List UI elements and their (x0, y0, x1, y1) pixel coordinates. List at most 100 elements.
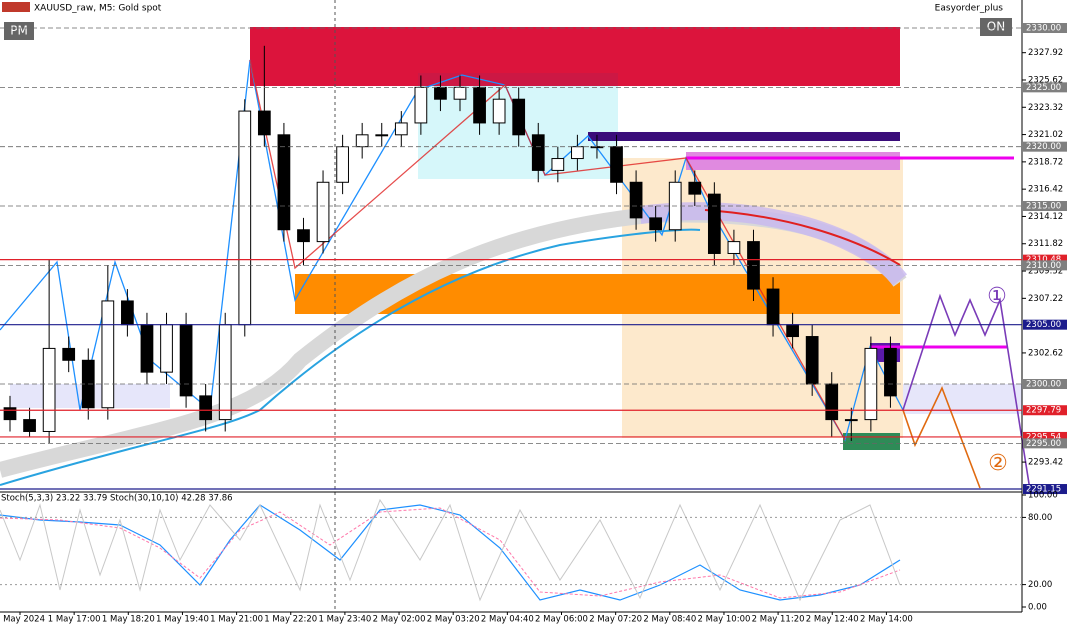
candle-body (62, 347, 76, 361)
flag-icon (2, 2, 30, 12)
candle-body (805, 336, 819, 385)
stoch-tick-label: 20.00 (1028, 580, 1052, 590)
level-label: 2320.00 (1026, 142, 1061, 152)
on-button[interactable] (980, 18, 1012, 36)
projection (902, 385, 981, 489)
candle-body (218, 324, 232, 421)
level-label: 2297.79 (1026, 406, 1061, 416)
price-tick-label: 2318.72 (1028, 157, 1063, 167)
time-label: 2 May 02:00 (373, 615, 426, 625)
candle-body (336, 146, 349, 183)
stoch-tick-label: 0.00 (1028, 603, 1047, 613)
candle-body (844, 419, 858, 422)
time-label: 1 May 19:40 (156, 615, 209, 625)
candle-body (434, 86, 447, 100)
level-tag (1023, 254, 1067, 265)
price-tick-label: 2314.12 (1028, 212, 1063, 222)
price-tick-label: 2316.42 (1028, 185, 1063, 195)
price-tick-label: 2307.22 (1028, 294, 1063, 304)
stoch-fast (0, 498, 901, 602)
on-label[interactable]: ON (987, 20, 1005, 34)
time-label: 1 May 2024 (0, 615, 45, 625)
price-tick-label: 2293.42 (1028, 458, 1063, 468)
level-label: 2295.54 (1026, 432, 1061, 442)
level-label: 2330.00 (1026, 24, 1061, 34)
price-tick-label: 2327.92 (1028, 48, 1063, 58)
ma-line (704, 209, 901, 266)
candle-body (238, 110, 252, 326)
candle-body (257, 110, 271, 136)
time-label: 2 May 11:20 (752, 615, 805, 625)
level-tag (1023, 484, 1067, 495)
candle-body (825, 383, 839, 421)
candle-body (394, 122, 408, 136)
candle-body (707, 193, 721, 254)
time-label: 2 May 14:00 (860, 615, 913, 625)
candle-body (453, 86, 467, 100)
stoch-main (0, 504, 901, 601)
pm-button[interactable] (4, 22, 34, 40)
level-bar (686, 152, 900, 170)
price-tick-label: 2302.62 (1028, 348, 1063, 358)
level-tag (1023, 405, 1067, 416)
candle-body (688, 181, 702, 195)
price-tick-label: 2323.32 (1028, 103, 1063, 113)
time-label: 2 May 07:20 (589, 615, 642, 625)
marker-two: ② (988, 451, 1008, 476)
candle-body (571, 146, 584, 160)
projection (902, 293, 1031, 491)
stoch-tick-label: 80.00 (1028, 513, 1052, 523)
price-tick-label: 2321.02 (1028, 130, 1063, 140)
candle-body (629, 181, 643, 219)
candle-body (531, 134, 545, 171)
time-label: 1 May 23:40 (318, 615, 371, 625)
level-tag (1023, 141, 1067, 152)
candle-body (414, 86, 428, 124)
candle-body (766, 288, 780, 326)
candle-body (492, 98, 506, 124)
candle-body (512, 98, 526, 136)
candle-body (297, 229, 310, 243)
price-tick-label: 2325.62 (1028, 75, 1063, 85)
level-label: 2315.00 (1026, 202, 1061, 212)
price-tick-label: 2309.52 (1028, 267, 1063, 277)
zone-lavender (903, 384, 1022, 414)
level-tag (1023, 82, 1067, 93)
time-label: 2 May 10:00 (698, 615, 751, 625)
stoch-signal (0, 507, 901, 599)
candle-body (355, 134, 369, 148)
level-tag (1023, 431, 1067, 442)
candle-body (551, 158, 565, 171)
stoch-label: Stoch(5,3,3) 23.22 33.79 Stoch(30,10,10)… (1, 494, 233, 504)
candle-body (786, 324, 799, 338)
candle-body (316, 181, 330, 243)
candle-body (199, 395, 213, 421)
time-label: 1 May 22:20 (264, 615, 317, 625)
candle-body (727, 241, 741, 254)
time-label: 1 May 21:00 (210, 615, 263, 625)
stoch-tick-label: 100.00 (1028, 491, 1058, 501)
level-tag (1023, 438, 1067, 449)
candle-body (101, 300, 115, 409)
level-tag (1023, 201, 1067, 212)
time-label: 1 May 18:20 (102, 615, 155, 625)
symbol-title: XAUUSD_raw, M5: Gold spot (34, 4, 162, 14)
level-label: 2310.48 (1026, 255, 1061, 265)
price-tick-label: 2311.82 (1028, 239, 1063, 249)
time-label: 2 May 12:40 (806, 615, 859, 625)
time-label: 2 May 04:40 (481, 615, 534, 625)
pm-label[interactable]: PM (10, 24, 28, 38)
time-label: 2 May 06:00 (535, 615, 588, 625)
candle-body (160, 324, 173, 373)
level-bar (588, 132, 900, 141)
level-tag (1023, 23, 1067, 34)
level-label: 2325.00 (1026, 83, 1061, 93)
ma-line (0, 228, 701, 486)
time-label: 2 May 03:20 (427, 615, 480, 625)
candle-body (473, 86, 486, 124)
candle-body (884, 347, 897, 397)
candle-body (42, 347, 56, 432)
expert-name: Easyorder_plus (935, 4, 1004, 14)
level-tag (1023, 379, 1067, 390)
candle-body (3, 407, 17, 421)
